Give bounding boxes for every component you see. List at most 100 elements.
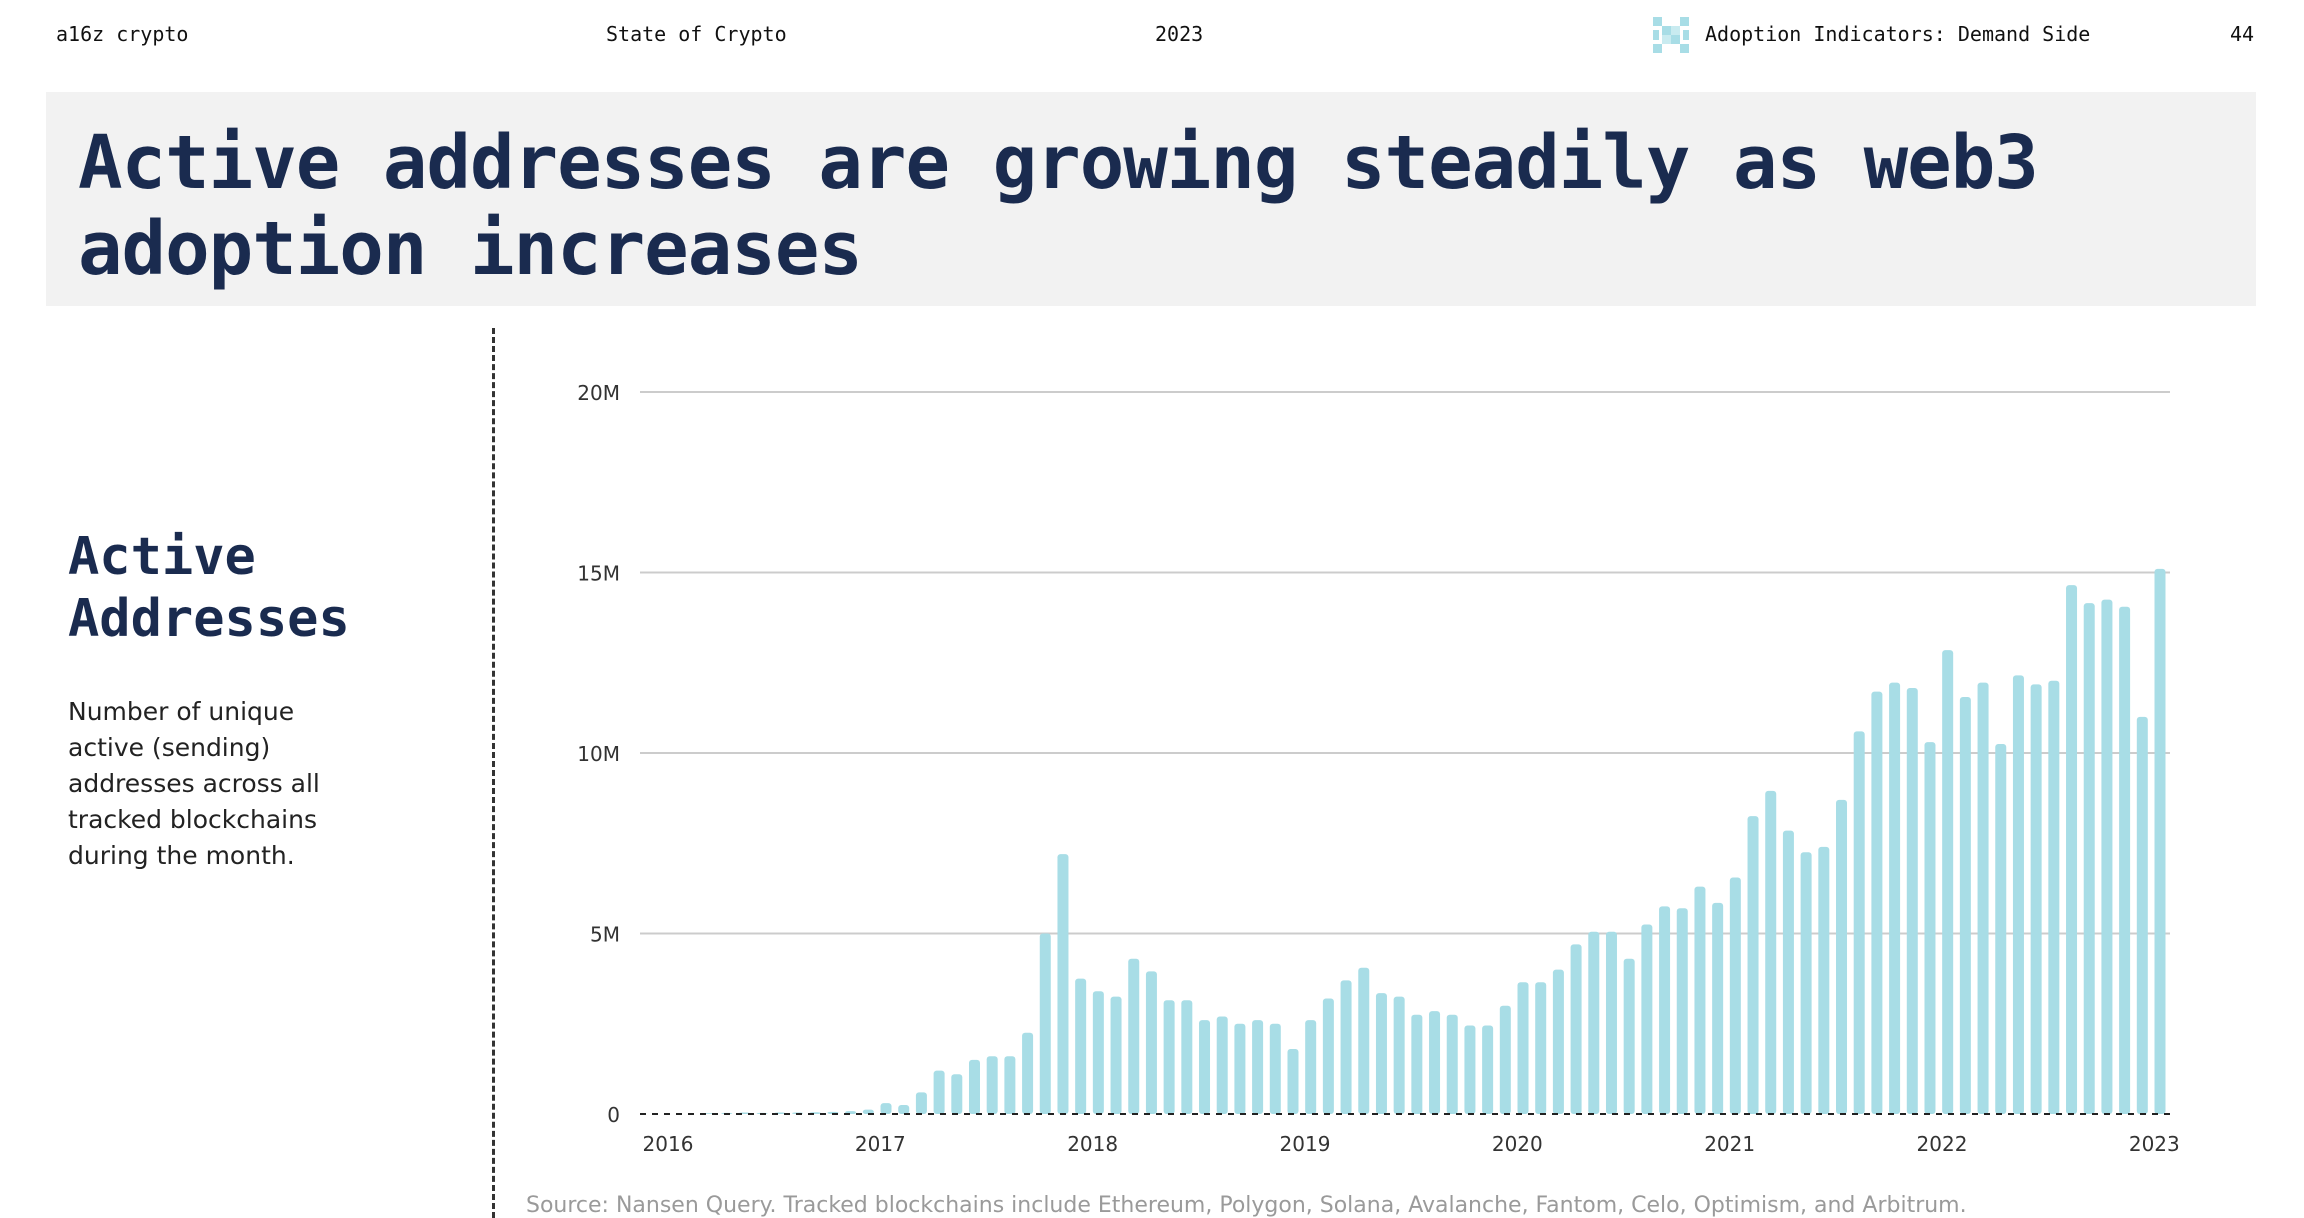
bar <box>1712 902 1724 1114</box>
bar <box>1782 830 1794 1114</box>
bar <box>1605 931 1617 1114</box>
x-tick-label: 2021 <box>1704 1132 1755 1156</box>
bar <box>2083 603 2095 1114</box>
report-label: State of Crypto <box>606 22 787 46</box>
bar <box>1818 846 1830 1114</box>
bar <box>933 1070 945 1114</box>
x-tick-label: 2016 <box>643 1132 694 1156</box>
bar <box>1853 731 1865 1114</box>
bar <box>1482 1025 1494 1114</box>
bar <box>1747 816 1759 1114</box>
bar <box>703 1113 715 1114</box>
bar <box>1906 688 1918 1114</box>
bar <box>1340 980 1352 1114</box>
bar <box>880 1103 892 1114</box>
bar <box>1128 958 1140 1114</box>
bar <box>1145 971 1157 1114</box>
bar <box>1022 1032 1034 1114</box>
bar <box>1092 991 1104 1114</box>
source-note: Source: Nansen Query. Tracked blockchain… <box>526 1193 1967 1218</box>
bar <box>1110 996 1122 1114</box>
bar <box>1393 996 1405 1114</box>
bar <box>1552 969 1564 1114</box>
bar <box>898 1104 910 1114</box>
bar <box>1181 1000 1193 1114</box>
bar <box>1057 854 1069 1114</box>
bar <box>915 1092 927 1114</box>
top-bar: a16z crypto State of Crypto 2023 Adoptio… <box>0 0 2304 70</box>
bar <box>2154 568 2166 1114</box>
bar <box>1676 908 1688 1114</box>
bar <box>1924 742 1936 1114</box>
bar <box>1287 1049 1299 1114</box>
title-band: Active addresses are growing steadily as… <box>46 92 2256 306</box>
bar <box>1995 743 2007 1114</box>
bar <box>1729 877 1741 1114</box>
a16z-logo-icon <box>1653 17 1689 53</box>
page-number: 44 <box>2230 22 2255 46</box>
bar <box>1216 1016 1228 1114</box>
bar <box>2012 675 2024 1114</box>
brand-label: a16z crypto <box>56 22 189 46</box>
bar <box>1252 1020 1264 1114</box>
bar <box>862 1109 874 1114</box>
section-label: Adoption Indicators: Demand Side <box>1705 22 2091 46</box>
bar <box>1570 944 1582 1114</box>
bar <box>1659 906 1671 1114</box>
dashed-divider <box>492 328 495 1218</box>
bar <box>1322 998 1334 1114</box>
page-title: Active addresses are growing steadily as… <box>78 120 2039 292</box>
bar <box>1499 1005 1511 1114</box>
bar <box>2030 684 2042 1114</box>
bar <box>1959 697 1971 1114</box>
bar <box>986 1056 998 1114</box>
bar <box>1588 931 1600 1114</box>
sidebar-description: Number of unique active (sending) addres… <box>68 697 320 870</box>
bar <box>1358 967 1370 1114</box>
bar <box>951 1074 963 1114</box>
bar <box>1234 1023 1246 1114</box>
bar <box>1375 993 1387 1114</box>
bar <box>1446 1014 1458 1114</box>
bar <box>1871 691 1883 1114</box>
y-tick-label: 15M <box>577 562 620 586</box>
bar <box>1836 799 1848 1114</box>
bar <box>1765 790 1777 1114</box>
bar <box>1411 1014 1423 1114</box>
bar <box>2119 606 2131 1114</box>
x-tick-label: 2017 <box>855 1132 906 1156</box>
bar <box>1641 924 1653 1114</box>
x-tick-label: 2020 <box>1492 1132 1543 1156</box>
bar <box>1305 1020 1317 1114</box>
x-tick-label: 2019 <box>1280 1132 1331 1156</box>
bar <box>1163 1000 1175 1114</box>
y-tick-label: 0 <box>607 1103 620 1127</box>
bar <box>1889 682 1901 1114</box>
y-tick-label: 10M <box>577 742 620 766</box>
bar <box>1800 852 1812 1114</box>
bar <box>1977 682 1989 1114</box>
bar <box>1269 1023 1281 1114</box>
bar <box>2136 716 2148 1114</box>
bar <box>1039 933 1051 1114</box>
bar <box>2101 599 2113 1114</box>
x-tick-label: 2022 <box>1917 1132 1968 1156</box>
x-tick-label: 2023 <box>2129 1132 2180 1156</box>
y-tick-label: 5M <box>590 923 620 947</box>
bar <box>2048 680 2060 1114</box>
bar <box>1429 1011 1441 1114</box>
bar <box>968 1059 980 1114</box>
year-label: 2023 <box>1155 22 1204 46</box>
sidebar-title: Active Addresses <box>68 527 350 649</box>
bar <box>1199 1020 1211 1114</box>
bar <box>1464 1025 1476 1114</box>
bar <box>1004 1056 1016 1114</box>
bar <box>1517 982 1529 1114</box>
y-tick-label: 20M <box>577 381 620 405</box>
bar <box>1623 958 1635 1114</box>
bar <box>1535 982 1547 1114</box>
x-tick-label: 2018 <box>1067 1132 1118 1156</box>
bar <box>1694 886 1706 1114</box>
bar <box>1075 978 1087 1114</box>
